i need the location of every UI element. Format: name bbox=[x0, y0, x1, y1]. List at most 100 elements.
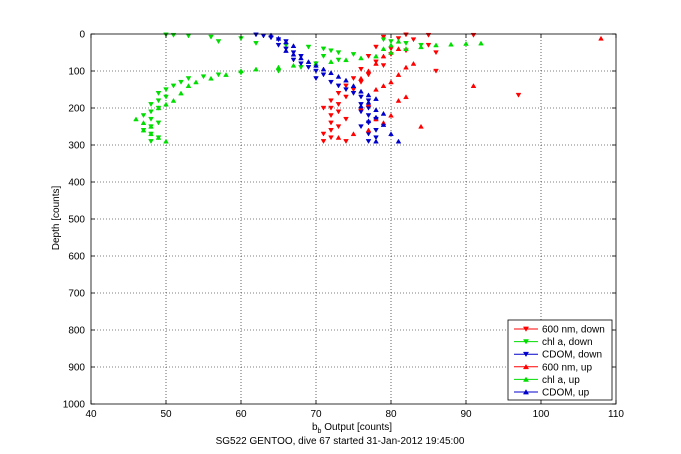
data-point bbox=[320, 131, 327, 137]
data-points bbox=[133, 32, 604, 144]
data-point bbox=[155, 98, 162, 104]
data-point bbox=[223, 72, 229, 77]
data-point bbox=[388, 131, 394, 137]
data-point bbox=[373, 128, 379, 133]
data-point bbox=[133, 116, 139, 122]
data-point bbox=[373, 138, 379, 144]
y-tick-label: 1000 bbox=[63, 400, 86, 411]
y-axis-ticks: 0 100 200 300 400 500 600 700 800 900 1000 bbox=[63, 30, 616, 411]
data-point bbox=[373, 60, 379, 66]
data-point bbox=[155, 91, 162, 96]
data-point bbox=[598, 35, 604, 41]
data-point bbox=[140, 120, 147, 125]
data-point bbox=[358, 55, 364, 61]
x-axis-ticks: 40 50 60 70 80 90 100 110 bbox=[85, 34, 624, 420]
data-point bbox=[358, 75, 364, 81]
data-point bbox=[328, 113, 334, 119]
data-point bbox=[148, 116, 154, 122]
data-point bbox=[358, 66, 364, 72]
data-point bbox=[365, 118, 372, 124]
data-point bbox=[410, 60, 417, 66]
data-point bbox=[365, 92, 372, 98]
data-point bbox=[320, 46, 327, 52]
data-point bbox=[380, 63, 387, 69]
legend-label: CDOM, down bbox=[542, 350, 602, 361]
data-point bbox=[343, 87, 349, 93]
data-point bbox=[418, 44, 424, 50]
data-point bbox=[365, 127, 372, 133]
data-point bbox=[433, 42, 439, 48]
legend-label: chl a, down bbox=[542, 337, 593, 348]
data-point bbox=[148, 139, 154, 144]
y-tick-label: 900 bbox=[68, 363, 85, 374]
legend-label: 600 nm, up bbox=[542, 362, 592, 373]
data-point bbox=[388, 112, 394, 118]
data-point bbox=[358, 88, 364, 94]
data-point bbox=[335, 91, 342, 96]
data-point bbox=[290, 62, 297, 68]
y-tick-label: 100 bbox=[68, 67, 85, 78]
data-point bbox=[365, 113, 372, 119]
data-point bbox=[373, 44, 379, 50]
data-point bbox=[433, 68, 439, 74]
data-point bbox=[478, 40, 484, 46]
data-point bbox=[185, 76, 192, 82]
data-point bbox=[403, 41, 409, 46]
data-point bbox=[305, 59, 312, 64]
data-point bbox=[275, 35, 282, 41]
data-point bbox=[148, 109, 154, 115]
x-tick-label: 100 bbox=[533, 409, 550, 420]
data-point bbox=[343, 116, 349, 122]
data-point bbox=[380, 83, 387, 88]
data-point bbox=[350, 76, 357, 82]
data-point bbox=[335, 57, 342, 63]
data-point bbox=[373, 114, 379, 120]
legend-marker bbox=[522, 326, 530, 332]
data-point bbox=[380, 37, 387, 43]
grid bbox=[91, 34, 616, 404]
data-point bbox=[418, 123, 424, 129]
data-point bbox=[388, 49, 394, 55]
data-point bbox=[335, 50, 342, 56]
data-point bbox=[208, 34, 214, 40]
data-point bbox=[395, 138, 402, 144]
data-point bbox=[425, 42, 432, 48]
data-point bbox=[313, 62, 319, 68]
data-point bbox=[365, 139, 372, 144]
data-point bbox=[170, 83, 177, 89]
data-point bbox=[343, 139, 349, 144]
data-point bbox=[373, 53, 379, 59]
data-point bbox=[313, 68, 319, 74]
data-point bbox=[163, 101, 169, 107]
legend-label: CDOM, up bbox=[542, 388, 590, 399]
x-tick-label: 90 bbox=[460, 409, 472, 420]
y-tick-label: 300 bbox=[68, 141, 85, 152]
data-point bbox=[155, 120, 162, 126]
data-point bbox=[148, 102, 154, 107]
data-point bbox=[358, 103, 364, 109]
data-point bbox=[343, 57, 349, 63]
data-point bbox=[343, 94, 349, 100]
data-point bbox=[395, 72, 402, 77]
data-point bbox=[448, 41, 454, 47]
data-point bbox=[365, 99, 372, 105]
data-point bbox=[215, 39, 222, 45]
x-tick-label: 110 bbox=[608, 409, 624, 420]
data-point bbox=[358, 124, 364, 130]
y-tick-label: 0 bbox=[79, 30, 85, 41]
legend-marker bbox=[522, 363, 530, 370]
data-point bbox=[335, 124, 342, 130]
data-point bbox=[343, 77, 349, 83]
data-point bbox=[463, 40, 469, 46]
data-point bbox=[170, 97, 177, 103]
x-tick-label: 50 bbox=[160, 409, 172, 420]
data-point bbox=[200, 74, 207, 80]
data-point bbox=[343, 83, 349, 89]
legend-marker bbox=[522, 351, 530, 358]
data-point bbox=[305, 65, 312, 70]
data-point bbox=[373, 96, 379, 101]
data-point bbox=[148, 131, 154, 137]
data-point bbox=[253, 66, 259, 72]
data-point bbox=[380, 110, 387, 116]
